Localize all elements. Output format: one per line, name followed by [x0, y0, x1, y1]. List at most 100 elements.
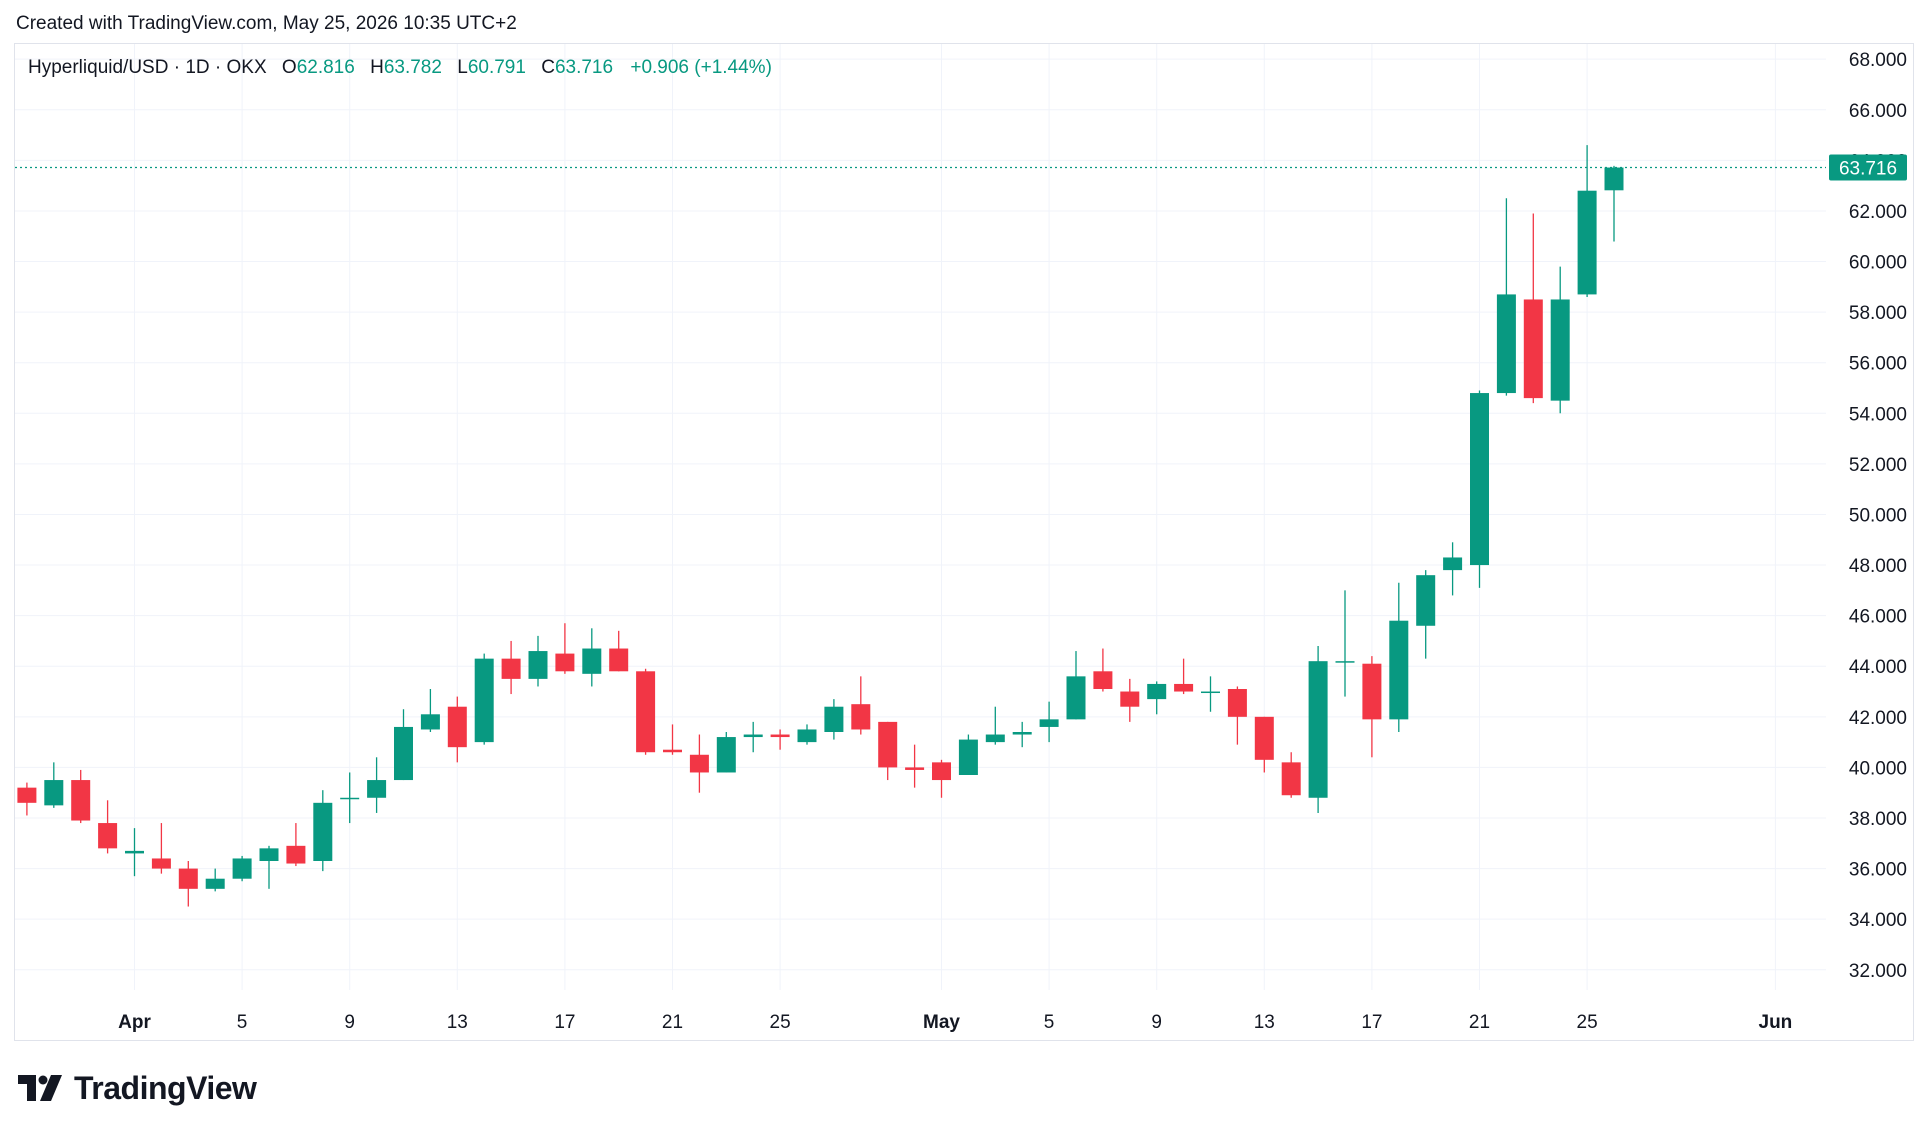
candle-body: [259, 848, 279, 861]
candle-up: [824, 699, 844, 740]
candle-body: [394, 726, 413, 781]
candle-down: [1523, 213, 1543, 404]
candle-down: [1362, 656, 1382, 758]
candle-body: [205, 878, 225, 889]
close-label: C: [541, 57, 555, 78]
candle-up: [1335, 590, 1355, 697]
candle-body: [98, 823, 118, 849]
candle-body: [420, 714, 440, 730]
candle-body: [1550, 299, 1570, 401]
candle-body: [1147, 683, 1167, 700]
candle-body: [1577, 190, 1597, 295]
candle-down: [636, 668, 656, 755]
y-tick-label: 40.000: [1849, 758, 1907, 779]
candle-up: [44, 762, 64, 808]
candle-up: [420, 689, 440, 732]
symbol-legend[interactable]: Hyperliquid/USD · 1D · OKX O62.816 H63.7…: [28, 57, 772, 79]
candle-body: [824, 706, 844, 732]
tradingview-logo-icon: [18, 1074, 62, 1101]
candle-body: [125, 850, 144, 854]
candle-down: [932, 759, 951, 798]
candle-body: [313, 802, 333, 861]
y-tick-label: 42.000: [1849, 708, 1907, 729]
candle-body: [905, 767, 925, 770]
candle-body: [474, 658, 494, 743]
candle-body: [340, 797, 360, 800]
candle-up: [1389, 582, 1409, 732]
candle-body: [878, 721, 898, 768]
x-tick-label: 17: [554, 1012, 575, 1033]
candle-up: [259, 845, 279, 889]
y-tick-label: 66.000: [1849, 101, 1907, 122]
low-label: L: [457, 57, 468, 78]
candle-down: [286, 823, 306, 867]
candle-body: [582, 648, 602, 674]
x-tick-label: Jun: [1759, 1012, 1793, 1033]
x-tick-label: Apr: [118, 1012, 151, 1033]
candle-body: [17, 787, 37, 803]
candle-down: [663, 724, 682, 755]
candle-up: [1550, 266, 1570, 414]
candle-up: [958, 734, 978, 775]
candle-body: [716, 737, 736, 773]
candle-body: [555, 653, 575, 672]
high-value: 63.782: [383, 57, 442, 78]
chart-credit: Created with TradingView.com, May 25, 20…: [16, 13, 517, 34]
candle-down: [447, 696, 467, 763]
tradingview-logo-text: TradingView: [74, 1070, 257, 1106]
candle-up: [1416, 570, 1436, 659]
y-tick-label: 58.000: [1849, 303, 1907, 324]
symbol-name[interactable]: Hyperliquid/USD · 1D · OKX: [28, 57, 267, 78]
candle-up: [205, 868, 225, 892]
x-tick-label: 5: [1044, 1012, 1055, 1033]
candle-body: [1093, 671, 1113, 689]
x-tick-label: 25: [1577, 1012, 1598, 1033]
candle-body: [1416, 575, 1436, 626]
price-axis: 32.000 34.000 36.000 38.000 40.000 42.000 44.0…: [1849, 50, 1907, 982]
candle-body: [985, 734, 1005, 743]
candle-body: [1443, 557, 1463, 571]
candle-body: [1066, 676, 1086, 720]
candle-down: [17, 782, 37, 816]
candle-down: [770, 729, 790, 750]
candle-body: [1470, 393, 1489, 566]
candle-body: [1227, 689, 1247, 717]
candle-down: [151, 823, 171, 874]
candle-down: [1281, 752, 1301, 798]
tradingview-logo[interactable]: TradingView: [18, 1070, 257, 1107]
candle-down: [178, 861, 198, 907]
high-label: H: [370, 57, 384, 78]
x-tick-label: 9: [1151, 1012, 1162, 1033]
candle-body: [1335, 661, 1355, 663]
candle-body: [851, 704, 871, 730]
candle-body: [663, 749, 682, 753]
candle-body: [609, 648, 629, 672]
candle-body: [151, 858, 171, 869]
candle-up: [985, 706, 1005, 745]
x-tick-label: 13: [1254, 1012, 1275, 1033]
candle-down: [501, 640, 521, 695]
x-tick-label: 17: [1361, 1012, 1382, 1033]
y-tick-label: 46.000: [1849, 607, 1907, 628]
y-tick-label: 60.000: [1849, 253, 1907, 274]
candle-up: [528, 635, 548, 687]
candle-up: [232, 855, 252, 882]
chart-frame[interactable]: [14, 43, 1914, 1041]
candle-body: [1281, 762, 1301, 796]
candle-body: [958, 739, 978, 775]
candle-up: [1443, 542, 1463, 596]
last-price-tag-bg: [1829, 154, 1907, 181]
candle-down: [905, 744, 925, 788]
y-tick-label: 68.000: [1849, 50, 1907, 71]
y-tick-label: 50.000: [1849, 505, 1907, 526]
open-label: O: [281, 57, 297, 78]
y-tick-label: 54.000: [1849, 404, 1907, 425]
candle-up: [1470, 390, 1489, 588]
candle-down: [0, 760, 10, 793]
low-value: 60.791: [467, 57, 526, 78]
candle-body: [1604, 167, 1624, 191]
candle-body: [1120, 691, 1140, 707]
candle-body: [1039, 719, 1059, 727]
y-tick-label: 34.000: [1849, 910, 1907, 931]
